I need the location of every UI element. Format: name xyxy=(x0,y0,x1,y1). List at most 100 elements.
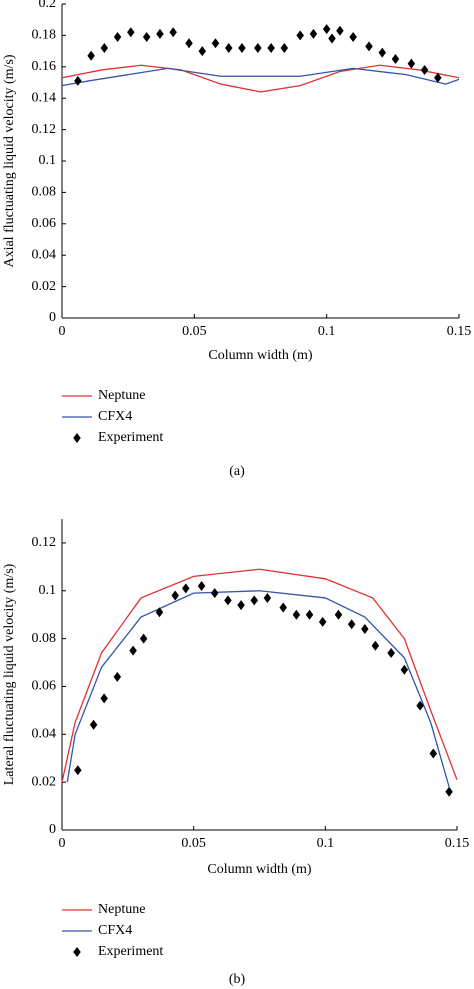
x-tick-label: 0.1 xyxy=(318,324,336,339)
data-point xyxy=(391,53,400,64)
y-tick-label: 0.1 xyxy=(39,583,57,598)
data-point xyxy=(280,42,289,53)
x-tick-label: 0.15 xyxy=(445,836,470,851)
data-point xyxy=(429,748,438,759)
data-point xyxy=(224,595,232,606)
data-point xyxy=(182,583,190,594)
data-point xyxy=(296,30,304,41)
y-axis-label: Axial fluctuating liquid velocity (m/s) xyxy=(2,54,17,267)
data-point xyxy=(155,607,164,618)
data-point xyxy=(254,42,262,53)
data-point xyxy=(347,619,356,630)
data-line xyxy=(61,67,460,87)
x-axis-label: Column width (m) xyxy=(207,862,312,877)
data-line xyxy=(61,568,458,783)
data-point xyxy=(416,700,424,711)
data-point xyxy=(407,58,416,69)
data-point xyxy=(434,72,442,83)
y-tick-label: 0 xyxy=(49,310,56,325)
data-point xyxy=(87,50,95,61)
data-point xyxy=(142,31,151,42)
y-tick-label: 0.2 xyxy=(39,0,57,11)
x-tick-label: 0 xyxy=(59,836,66,851)
data-point xyxy=(100,693,108,704)
data-point xyxy=(211,38,220,49)
legend-label: Neptune xyxy=(98,388,145,403)
data-point xyxy=(305,609,314,620)
y-axis-label: Lateral fluctuating liquid velocity (m/s… xyxy=(2,563,17,785)
data-point xyxy=(334,609,343,620)
data-point xyxy=(279,602,287,613)
legend-label: Experiment xyxy=(98,944,163,959)
data-point xyxy=(210,588,219,599)
data-point xyxy=(322,24,331,35)
data-point xyxy=(292,609,301,620)
data-point xyxy=(129,645,137,656)
y-tick-label: 0.06 xyxy=(32,679,57,694)
data-point xyxy=(267,42,275,53)
data-point xyxy=(113,671,122,682)
x-tick-label: 0.05 xyxy=(182,324,207,339)
data-point xyxy=(336,25,344,36)
data-point xyxy=(224,42,233,53)
data-point xyxy=(349,31,357,42)
data-point xyxy=(113,31,122,42)
caption: (a) xyxy=(229,464,245,479)
legend-label: CFX4 xyxy=(98,923,132,938)
legend-label: Neptune xyxy=(98,902,145,917)
data-point xyxy=(74,765,82,776)
data-point xyxy=(445,786,453,797)
data-point xyxy=(171,590,179,601)
x-tick-label: 0 xyxy=(59,324,66,339)
y-tick-label: 0.14 xyxy=(32,90,57,105)
y-tick-label: 0.16 xyxy=(32,59,57,74)
y-tick-label: 0.04 xyxy=(32,247,57,262)
caption: (b) xyxy=(229,972,246,987)
data-point xyxy=(139,633,148,644)
data-point xyxy=(197,580,206,591)
data-point xyxy=(361,624,369,635)
y-tick-label: 0.04 xyxy=(32,727,57,742)
data-point xyxy=(420,64,429,75)
data-point xyxy=(378,47,386,58)
data-point xyxy=(371,640,380,651)
y-tick-label: 0.12 xyxy=(32,535,57,550)
y-tick-label: 0.02 xyxy=(32,279,57,294)
data-point xyxy=(198,46,207,57)
y-tick-label: 0.08 xyxy=(32,185,57,200)
data-point xyxy=(127,27,135,38)
data-point xyxy=(237,600,245,611)
data-point xyxy=(100,42,109,53)
y-tick-label: 0.12 xyxy=(32,122,57,137)
y-tick-label: 0.18 xyxy=(32,28,57,43)
y-tick-label: 0.1 xyxy=(39,153,57,168)
data-point xyxy=(169,27,177,38)
x-axis-label: Column width (m) xyxy=(208,348,313,363)
legend-label: Experiment xyxy=(98,430,163,445)
data-point xyxy=(89,719,98,730)
x-tick-label: 0.15 xyxy=(447,324,472,339)
data-point xyxy=(250,595,258,606)
y-tick-label: 0.06 xyxy=(32,216,57,231)
data-point xyxy=(328,33,336,44)
data-line xyxy=(66,590,450,788)
x-tick-label: 0.1 xyxy=(317,836,335,851)
data-point xyxy=(185,38,193,49)
data-point xyxy=(318,616,327,627)
data-line xyxy=(61,64,460,93)
y-tick-label: 0.08 xyxy=(32,631,57,646)
data-point xyxy=(309,28,318,39)
data-point xyxy=(156,28,164,39)
y-tick-label: 0 xyxy=(49,822,56,837)
data-point xyxy=(387,647,395,658)
data-point xyxy=(365,41,373,52)
data-point xyxy=(400,664,409,675)
legend-marker xyxy=(73,947,81,957)
data-point xyxy=(238,42,246,53)
x-tick-label: 0.05 xyxy=(181,836,206,851)
legend-marker xyxy=(73,433,81,443)
data-point xyxy=(263,592,272,603)
y-tick-label: 0.02 xyxy=(32,774,57,789)
legend-label: CFX4 xyxy=(98,409,132,424)
